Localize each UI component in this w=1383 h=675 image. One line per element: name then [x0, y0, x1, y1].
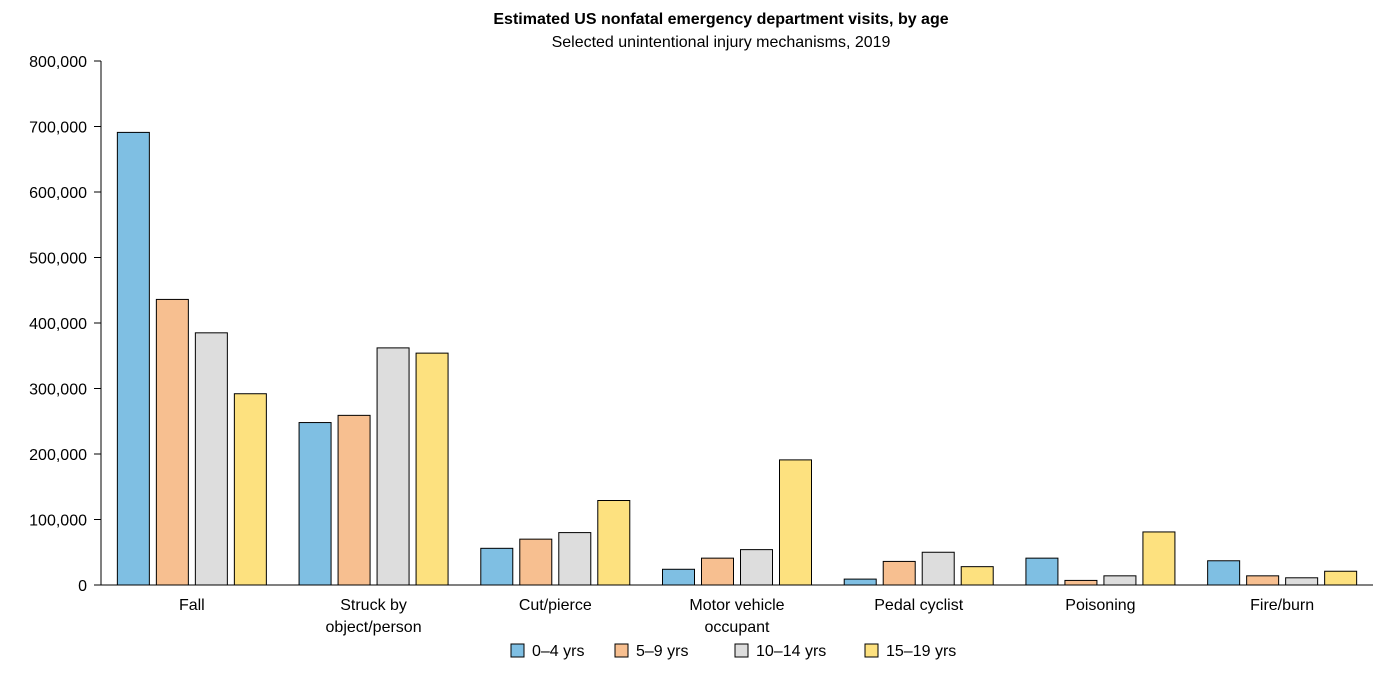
legend-label: 15–19 yrs [886, 643, 956, 660]
x-category-label: Fall [179, 597, 205, 614]
y-tick-label: 100,000 [29, 513, 87, 530]
legend-swatch [614, 643, 629, 658]
chart-title: Estimated US nonfatal emergency departme… [493, 11, 948, 28]
bar [480, 547, 514, 586]
x-category-label-line: Poisoning [1065, 597, 1135, 614]
x-category-label: Poisoning [1065, 597, 1135, 614]
x-category-label-line: Pedal cyclist [874, 597, 963, 614]
y-tick-label: 300,000 [29, 382, 87, 399]
x-category-label-line: object/person [326, 619, 422, 636]
y-tick-label: 600,000 [29, 185, 87, 202]
bar [337, 414, 371, 586]
chart-subtitle: Selected unintentional injury mechanisms… [552, 34, 891, 51]
legend-label: 0–4 yrs [532, 643, 584, 660]
bar [921, 551, 955, 586]
x-category-label-line: Fall [179, 597, 205, 614]
y-tick-label: 700,000 [29, 120, 87, 137]
x-category-label: Cut/pierce [519, 597, 592, 614]
y-tick-label: 0 [78, 578, 87, 595]
bar [882, 560, 916, 586]
bar [415, 352, 449, 586]
bar [155, 298, 189, 586]
bar [1064, 579, 1098, 586]
x-category-label-line: occupant [705, 619, 770, 636]
bar [1103, 575, 1137, 586]
y-tick-label: 800,000 [29, 54, 87, 71]
bar [779, 459, 812, 586]
bar [1025, 557, 1059, 586]
x-category-label-line: Fire/burn [1250, 597, 1314, 614]
bar [116, 131, 150, 586]
y-tick-label: 200,000 [29, 447, 87, 464]
y-tick-label: 500,000 [29, 251, 87, 268]
bars-group [116, 131, 1358, 586]
x-category-label: Motor vehicle occupant [689, 597, 784, 636]
bar [740, 549, 773, 586]
bar [298, 422, 332, 586]
legend-swatch [734, 643, 749, 658]
bar [843, 578, 877, 586]
x-category-label-line: Struck by [340, 597, 407, 614]
x-axis: Fall Struck by object/person Cut/pierce Moto… [101, 584, 1373, 636]
bar [1324, 570, 1358, 586]
legend-label: 10–14 yrs [756, 643, 826, 660]
x-category-label-line: Cut/pierce [519, 597, 592, 614]
legend-swatch [510, 643, 525, 658]
legend-label: 5–9 yrs [636, 643, 688, 660]
x-category-label: Pedal cyclist [874, 597, 963, 614]
bar [194, 332, 228, 586]
bar [662, 568, 695, 586]
bar [519, 538, 553, 586]
bar [1207, 560, 1241, 586]
bar [1142, 531, 1176, 586]
bar [233, 393, 267, 586]
y-tick-label: 400,000 [29, 316, 87, 333]
bar [376, 347, 410, 586]
bar [597, 500, 631, 586]
legend-swatch [864, 643, 879, 658]
x-category-label: Fire/burn [1250, 597, 1314, 614]
legend: 0–4 yrs 5–9 yrs 10–14 yrs 15–19 yrs [510, 643, 956, 660]
x-category-label-line: Motor vehicle [689, 597, 784, 614]
bar [701, 557, 734, 586]
bar [558, 532, 592, 586]
bar [1285, 577, 1319, 586]
bar [960, 566, 994, 586]
bar [1246, 575, 1280, 586]
y-axis: 0 100,000 200,000 300,000 400,000 500,000 600,… [29, 54, 102, 595]
x-category-label: Struck by object/person [326, 597, 422, 636]
